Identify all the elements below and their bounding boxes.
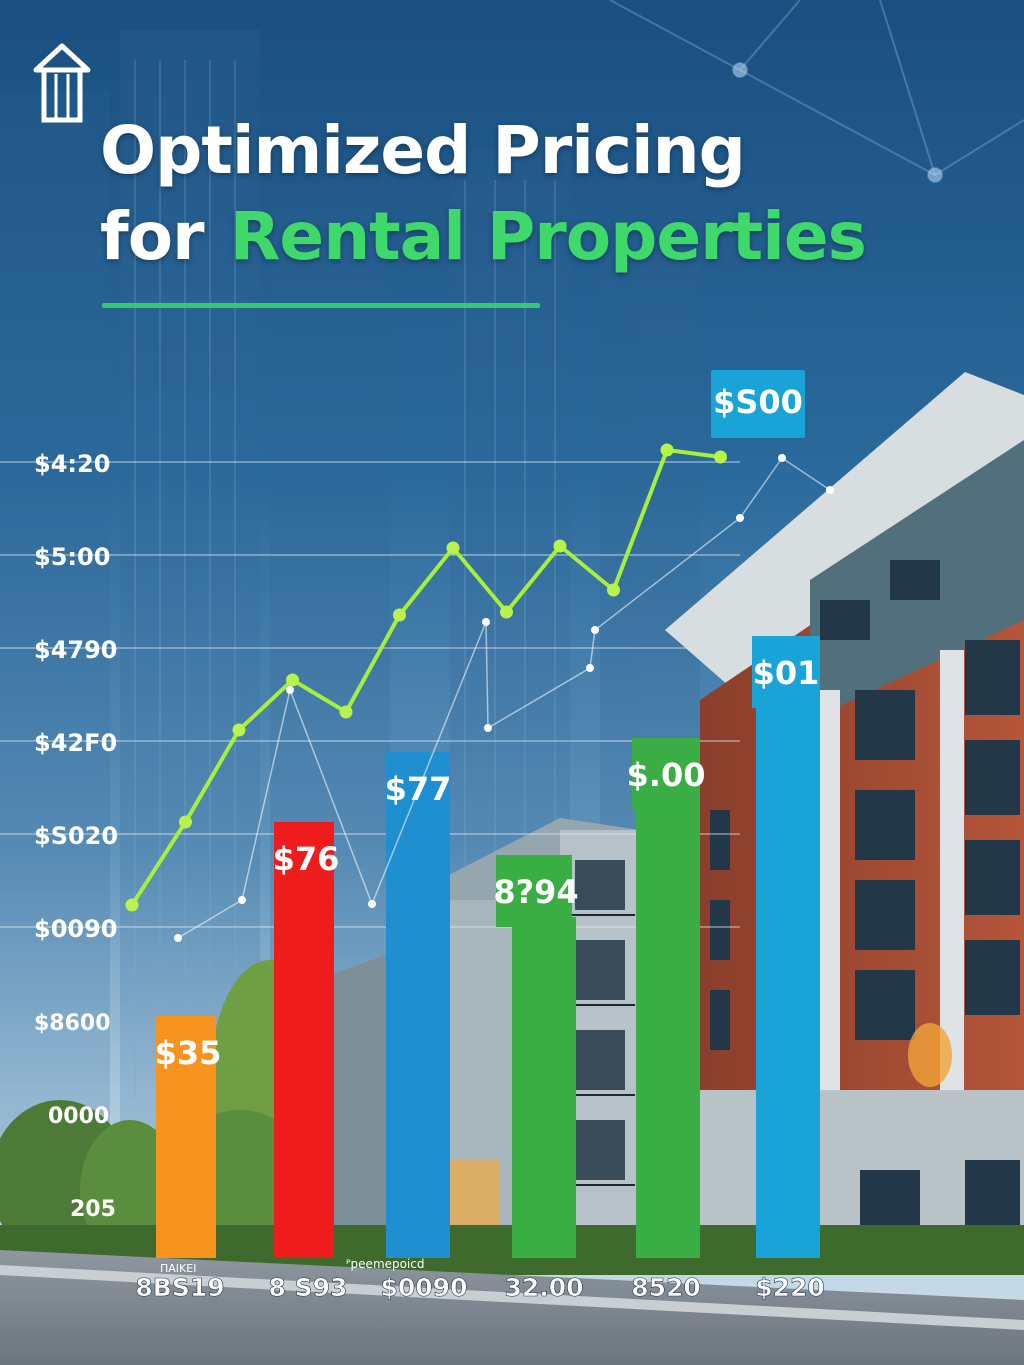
secondary-point xyxy=(482,618,490,626)
trend-point xyxy=(125,898,139,912)
trend-line xyxy=(125,443,834,942)
y-tick-label: $4790 xyxy=(34,636,118,664)
bar-cap xyxy=(496,855,572,927)
bar xyxy=(274,822,334,1258)
secondary-point xyxy=(368,900,376,908)
x-tick-label: 8BS19 xyxy=(135,1273,224,1302)
chart-grid xyxy=(0,461,740,928)
sidewalk-line xyxy=(0,1265,1024,1330)
bar xyxy=(386,752,450,1258)
trend-point xyxy=(446,541,460,555)
x-tick-label: 8 S93 xyxy=(269,1273,348,1302)
bar-data-label: $35 xyxy=(155,1034,222,1072)
trend-line-path xyxy=(130,448,721,907)
bar xyxy=(636,800,700,1258)
axis-note-mid: ᴾpeemepoicd xyxy=(346,1257,425,1271)
secondary-point xyxy=(736,514,744,522)
secondary-point xyxy=(826,486,834,494)
y-tick-label: $8600 xyxy=(34,1011,111,1036)
bar-data-label: $76 xyxy=(273,840,340,878)
bar xyxy=(512,917,576,1258)
trend-point xyxy=(607,583,620,597)
x-tick-label: 32.00 xyxy=(504,1273,583,1302)
secondary-point xyxy=(238,896,246,904)
trend-point xyxy=(286,673,299,687)
y-tick-label: 0000 xyxy=(48,1104,109,1129)
building-logo-icon xyxy=(33,43,91,123)
y-tick-label: $42F0 xyxy=(34,729,117,757)
trend-point xyxy=(553,539,567,553)
callout-label: $S00 xyxy=(713,383,803,421)
bar-cap xyxy=(752,636,820,708)
secondary-point xyxy=(591,626,599,634)
bar xyxy=(156,1016,216,1258)
page-title-line2: for Rental Properties xyxy=(100,198,867,275)
bar-cap xyxy=(632,738,700,810)
axis-note-left: ΠΑΙΚΕΙ xyxy=(160,1262,196,1275)
title-underline xyxy=(102,303,540,308)
x-axis-ticks: 8BS19 8 S93 $0090 32.00 8520 $220 ΠΑΙΚΕΙ ᴾpeeme… xyxy=(135,1257,825,1302)
y-tick-label: $4:20 xyxy=(34,450,110,478)
secondary-point xyxy=(778,454,786,462)
x-tick-label: $220 xyxy=(755,1273,825,1302)
callout: $S00 xyxy=(711,370,805,438)
trend-point xyxy=(660,443,674,457)
callout-box xyxy=(711,370,805,438)
secondary-point xyxy=(586,664,594,672)
network-lines xyxy=(609,0,1024,183)
trend-point xyxy=(339,705,353,719)
secondary-point xyxy=(484,724,492,732)
y-tick-label: 205 xyxy=(70,1197,116,1222)
bar-data-label: 8?94 xyxy=(493,873,578,911)
page-title-line1: Optimized Pricing xyxy=(100,112,746,189)
secondary-point xyxy=(174,934,182,942)
title-word-for: for xyxy=(100,198,205,275)
x-tick-label: $0090 xyxy=(381,1273,468,1302)
bar-data-label: $.00 xyxy=(627,756,706,794)
title-accent: Rental Properties xyxy=(229,198,867,275)
y-tick-label: $0090 xyxy=(34,915,118,943)
bar xyxy=(756,698,820,1258)
y-axis-ticks: $4:20 $5:00 $4790 $42F0 $S020 $0090 $8600 0000 2… xyxy=(34,450,118,1222)
y-tick-label: $5:00 xyxy=(34,543,110,571)
bars: $35$76$778?94$.00$01 xyxy=(155,636,820,1258)
trend-point xyxy=(393,608,406,622)
bar-data-label: $01 xyxy=(753,654,820,692)
y-tick-label: $S020 xyxy=(34,822,118,850)
secondary-point xyxy=(286,686,294,694)
trend-point xyxy=(714,450,727,464)
trend-point xyxy=(179,815,192,829)
trend-point xyxy=(232,723,246,737)
x-tick-label: 8520 xyxy=(631,1273,701,1302)
trend-point xyxy=(500,605,513,619)
